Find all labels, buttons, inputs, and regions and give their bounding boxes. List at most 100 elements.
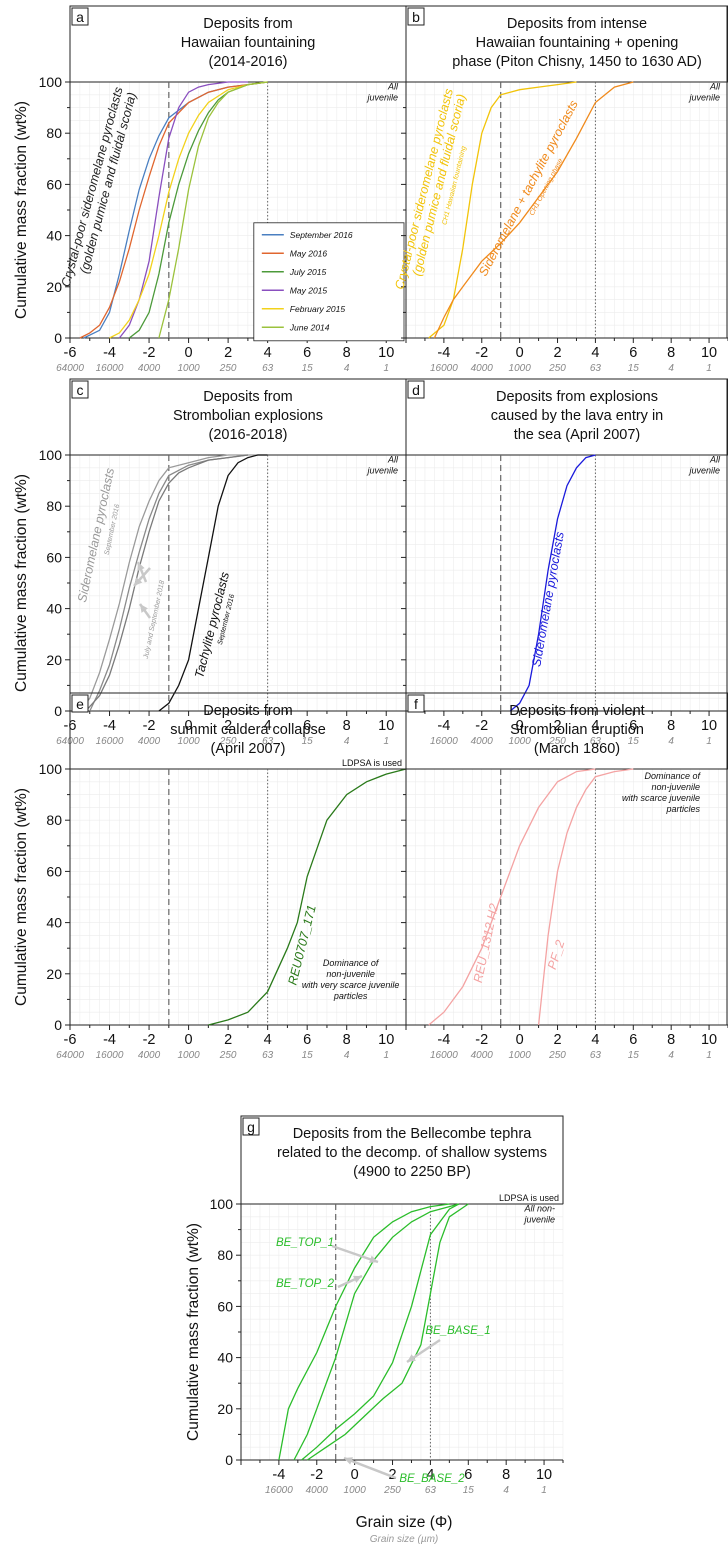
y-tick-label: 60 [217, 1298, 233, 1314]
x-tick-label: 10 [701, 345, 717, 361]
annotation-sublabel: July and September 2018 [143, 580, 167, 661]
x-tick-label: -4 [437, 345, 450, 361]
y-axis-label: Cumulative mass fraction (wt%) [13, 788, 30, 1006]
um-tick-label: 4000 [138, 1050, 161, 1061]
panel-title-line: summit caldera collapse [170, 722, 326, 738]
x-tick-label: 4 [264, 718, 272, 734]
panel-title-line: Deposits from the Bellecombe tephra [293, 1126, 532, 1142]
panel-d: d Deposits from explosions caused by the l… [401, 378, 728, 747]
legend-label: June 2014 [289, 322, 330, 332]
panel-letter: c [77, 382, 84, 398]
series-line-c-2 [85, 454, 248, 712]
panel-title-line: Deposits from explosions [496, 389, 658, 405]
x-tick-label: 4 [264, 1032, 272, 1048]
um-tick-label: 1 [383, 363, 389, 374]
y-tick-label: 0 [54, 703, 62, 719]
series-line-c-3 [158, 454, 268, 712]
panel-g: g Deposits from the Bellecombe tephra rela… [210, 1115, 564, 1496]
x-tick-label: -2 [143, 718, 156, 734]
y-axis-label: Cumulative mass fraction (wt%) [185, 1223, 202, 1441]
um-tick-label: 250 [548, 363, 566, 374]
panel-letter: f [414, 696, 418, 712]
x-tick-label: 0 [516, 345, 524, 361]
um-tick-label: 4000 [471, 1050, 494, 1061]
x-tick-label: 10 [701, 718, 717, 734]
um-tick-label: 63 [425, 1485, 437, 1496]
y-tick-label: 100 [210, 1196, 234, 1212]
um-tick-label: 4000 [306, 1485, 329, 1496]
y-tick-label: 20 [46, 966, 62, 982]
x-tick-label: 6 [629, 1032, 637, 1048]
um-tick-label: 4 [344, 1050, 350, 1061]
panel-title-line: (2016-2018) [209, 427, 288, 443]
panel-a: a Deposits from Hawaiian fountaining (2014-… [39, 5, 407, 374]
y-axis-label: Cumulative mass fraction (wt%) [13, 474, 30, 692]
x-tick-label: -4 [437, 718, 450, 734]
um-tick-label: 16000 [430, 363, 458, 374]
um-tick-label: 250 [548, 1050, 566, 1061]
x-tick-label: 8 [667, 345, 675, 361]
panel-letter: e [76, 696, 84, 712]
um-tick-label: 63 [590, 736, 602, 747]
x-tick-label: 4 [426, 1467, 434, 1483]
x-axis-label: Grain size (Φ) [356, 1514, 453, 1531]
annotation-arrowhead [407, 1354, 416, 1362]
y-tick-label: 80 [46, 812, 62, 828]
um-tick-label: 63 [590, 363, 602, 374]
panel-note: Dominance of [644, 771, 701, 781]
x-tick-label: -6 [64, 1032, 77, 1048]
um-tick-label: 4000 [138, 736, 161, 747]
annotation-label: BE_TOP_2 [276, 1278, 335, 1290]
y-tick-label: 100 [39, 761, 63, 777]
x-axis-sublabel: Grain size (µm) [370, 1534, 439, 1545]
x-tick-label: 10 [701, 1032, 717, 1048]
um-tick-label: 15 [463, 1485, 475, 1496]
um-tick-label: 250 [219, 1050, 237, 1061]
um-tick-label: 15 [302, 1050, 314, 1061]
note-top: LDPSA is used [342, 758, 402, 768]
legend-label: September 2016 [290, 230, 353, 240]
series-line-f-0 [428, 768, 596, 1026]
panel-note: non-juvenile [651, 782, 700, 792]
um-tick-label: 15 [628, 736, 640, 747]
panel-title-line: Hawaiian fountaining [181, 35, 316, 51]
y-tick-label: 20 [217, 1401, 233, 1417]
annotation-arrow [331, 1244, 379, 1264]
um-tick-label: 4000 [471, 736, 494, 747]
legend-label: February 2015 [290, 304, 346, 314]
um-tick-label: 1000 [177, 1050, 200, 1061]
panel-note: All [709, 82, 721, 92]
series-line-d-0 [509, 454, 596, 712]
x-tick-label: 4 [591, 1032, 599, 1048]
um-tick-label: 16000 [430, 736, 458, 747]
y-tick-label: 80 [46, 498, 62, 514]
panel-letter-box [407, 7, 425, 26]
panel-title-line: Deposits from intense [507, 16, 647, 32]
um-tick-label: 4 [668, 736, 674, 747]
panel-letter: g [247, 1119, 255, 1135]
x-tick-label: 4 [591, 718, 599, 734]
panel-title-line: Hawaiian fountaining + opening [476, 35, 679, 51]
y-tick-label: 40 [46, 601, 62, 617]
series-line-c-0 [79, 454, 268, 712]
um-tick-label: 16000 [96, 363, 124, 374]
panel-note: All [387, 455, 399, 465]
y-tick-label: 100 [39, 74, 63, 90]
annotation-arrowhead [140, 604, 148, 613]
x-tick-label: 0 [351, 1467, 359, 1483]
um-tick-label: 63 [262, 1050, 274, 1061]
panel-title-line: Deposits from [203, 703, 292, 719]
annotation-label: BE_TOP_1 [276, 1237, 334, 1249]
um-tick-label: 1000 [509, 363, 532, 374]
x-tick-label: -2 [475, 1032, 488, 1048]
x-tick-label: 0 [185, 1032, 193, 1048]
panel-letter-box [407, 380, 425, 399]
x-tick-label: 0 [185, 345, 193, 361]
um-tick-label: 1 [541, 1485, 547, 1496]
series-line-f-1 [537, 768, 634, 1026]
panel-title-line: phase (Piton Chisny, 1450 to 1630 AD) [452, 54, 702, 70]
um-tick-label: 63 [590, 1050, 602, 1061]
panel-letter: d [412, 382, 420, 398]
x-tick-label: -4 [103, 718, 116, 734]
